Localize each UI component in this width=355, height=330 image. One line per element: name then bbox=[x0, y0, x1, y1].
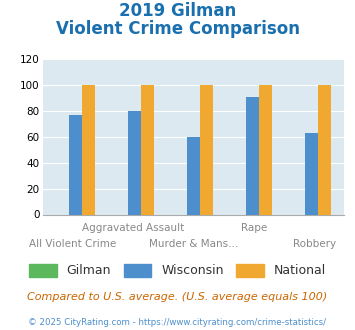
Text: Violent Crime Comparison: Violent Crime Comparison bbox=[55, 20, 300, 38]
Text: Rape: Rape bbox=[241, 223, 267, 233]
Text: © 2025 CityRating.com - https://www.cityrating.com/crime-statistics/: © 2025 CityRating.com - https://www.city… bbox=[28, 318, 327, 327]
Bar bbox=[82, 85, 95, 214]
Legend: Gilman, Wisconsin, National: Gilman, Wisconsin, National bbox=[24, 259, 331, 282]
Bar bbox=[187, 137, 200, 214]
Bar bbox=[69, 115, 82, 214]
Text: 2019 Gilman: 2019 Gilman bbox=[119, 2, 236, 20]
Text: Murder & Mans...: Murder & Mans... bbox=[149, 239, 238, 249]
Bar bbox=[246, 97, 259, 214]
Bar bbox=[128, 111, 141, 214]
Bar bbox=[141, 85, 154, 214]
Text: Compared to U.S. average. (U.S. average equals 100): Compared to U.S. average. (U.S. average … bbox=[27, 292, 328, 302]
Bar bbox=[305, 133, 318, 214]
Bar bbox=[259, 85, 272, 214]
Bar bbox=[318, 85, 331, 214]
Text: Robbery: Robbery bbox=[293, 239, 336, 249]
Text: Aggravated Assault: Aggravated Assault bbox=[82, 223, 184, 233]
Text: All Violent Crime: All Violent Crime bbox=[29, 239, 116, 249]
Bar bbox=[200, 85, 213, 214]
